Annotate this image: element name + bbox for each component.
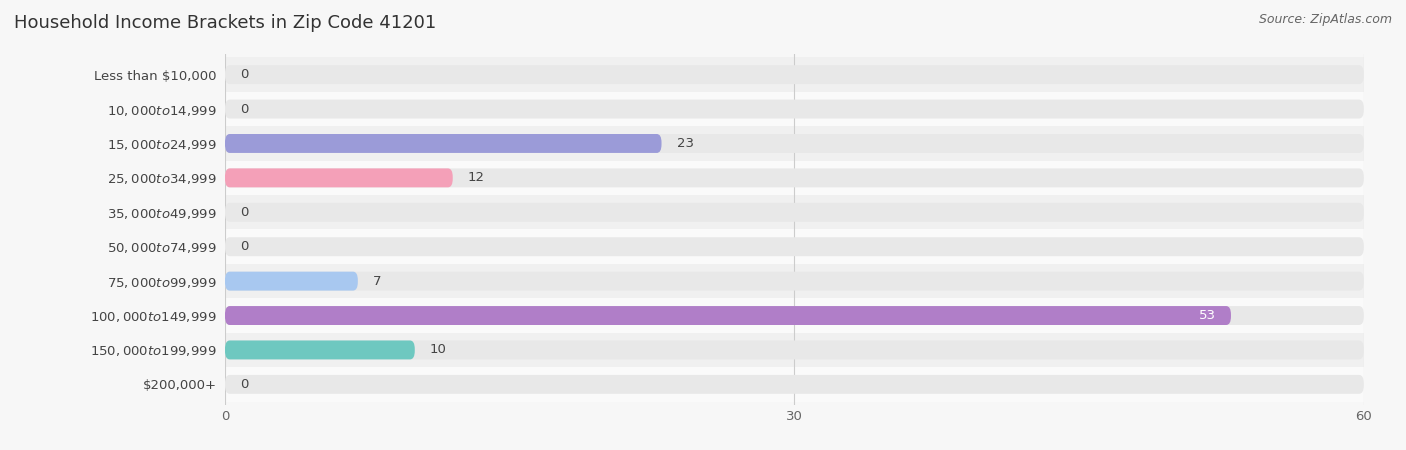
FancyBboxPatch shape [225,272,357,291]
Text: 0: 0 [240,103,249,116]
Text: 0: 0 [240,378,249,391]
Text: 12: 12 [468,171,485,184]
Text: 23: 23 [676,137,693,150]
Text: 0: 0 [240,240,249,253]
Text: 0: 0 [240,68,249,81]
Text: 53: 53 [1199,309,1216,322]
FancyBboxPatch shape [225,272,1364,291]
Text: 10: 10 [430,343,447,356]
Bar [225,195,1364,230]
FancyBboxPatch shape [225,168,453,187]
Text: 0: 0 [240,206,249,219]
FancyBboxPatch shape [225,134,661,153]
Text: Source: ZipAtlas.com: Source: ZipAtlas.com [1258,14,1392,27]
FancyBboxPatch shape [225,341,1364,360]
Bar [225,58,1364,92]
Text: Household Income Brackets in Zip Code 41201: Household Income Brackets in Zip Code 41… [14,14,436,32]
FancyBboxPatch shape [225,203,1364,222]
Bar [225,92,1364,126]
Text: 7: 7 [373,274,381,288]
FancyBboxPatch shape [225,237,1364,256]
FancyBboxPatch shape [225,306,1232,325]
FancyBboxPatch shape [225,168,1364,187]
FancyBboxPatch shape [225,65,1364,84]
Bar [225,333,1364,367]
FancyBboxPatch shape [225,306,1364,325]
Bar [225,126,1364,161]
Bar [225,298,1364,333]
FancyBboxPatch shape [225,375,1364,394]
Bar [225,264,1364,298]
Bar [225,230,1364,264]
FancyBboxPatch shape [225,341,415,360]
Bar [225,161,1364,195]
Bar [225,367,1364,401]
FancyBboxPatch shape [225,99,1364,118]
FancyBboxPatch shape [225,134,1364,153]
